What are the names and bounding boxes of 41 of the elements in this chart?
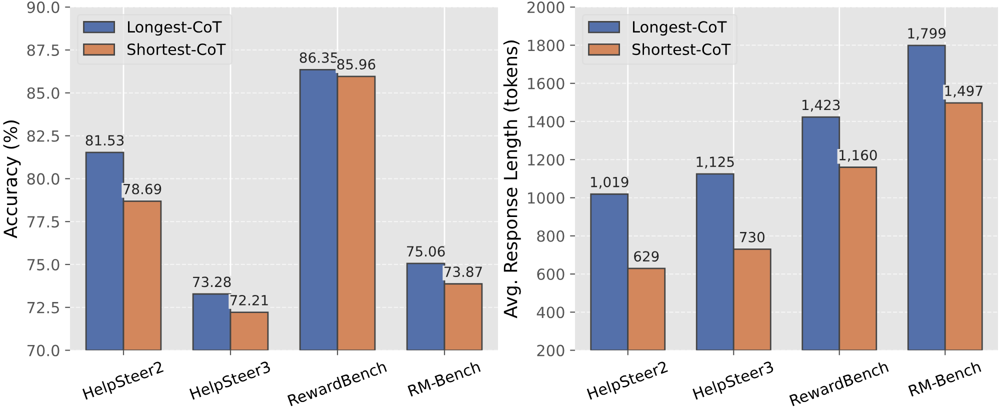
data-label: 1,497 [945,86,982,98]
data-label: 1,125 [696,156,734,168]
legend-label: Longest-CoT [128,21,222,36]
y-tick-label: 1400 [528,116,564,128]
legend-label: Shortest-CoT [632,43,731,56]
y-tick-label: 75.0 [28,258,60,271]
y-tick-label: 72.5 [28,302,59,314]
y-tick-label: 800 [537,230,564,242]
y-tick-label: 400 [536,306,564,318]
y-tick-label: 87.5 [27,44,59,56]
y-tick-label: 200 [537,344,564,356]
data-label: 1,799 [908,28,946,40]
legend-label: Shortest-CoT [128,43,226,56]
y-tick-label: 80.0 [27,173,60,185]
data-label: 629 [634,251,659,262]
data-label: 86.35 [300,52,338,63]
data-label: 81.53 [86,135,124,146]
data-label: 1,019 [591,176,628,189]
data-label: 730 [740,232,764,242]
y-axis-title: Accuracy (%) [3,120,21,238]
data-label: 1,160 [840,150,877,162]
y-tick-label: 2000 [528,2,564,14]
data-label: 72.21 [230,294,268,306]
data-label: 75.06 [407,246,445,257]
data-label: 73.28 [193,276,231,288]
y-tick-label: 1800 [528,40,564,52]
y-tick-label: 1000 [528,192,564,204]
y-tick-label: 85.0 [27,87,60,99]
data-label: 85.96 [337,59,376,70]
y-tick-label: 90.0 [27,2,60,14]
legend-label: Longest-CoT [633,21,727,36]
y-tick-label: 1600 [528,78,564,90]
y-tick-label: 600 [537,268,564,280]
data-label: 73.87 [444,266,482,278]
y-tick-label: 70.0 [28,344,60,356]
data-label: 1,423 [802,100,840,112]
data-label: 78.69 [123,184,162,194]
y-axis-title: Avg. Response Length (tokens) [503,40,521,318]
y-tick-label: 82.5 [27,130,59,142]
y-tick-label: 1200 [528,154,564,166]
y-tick-label: 77.5 [28,216,59,228]
